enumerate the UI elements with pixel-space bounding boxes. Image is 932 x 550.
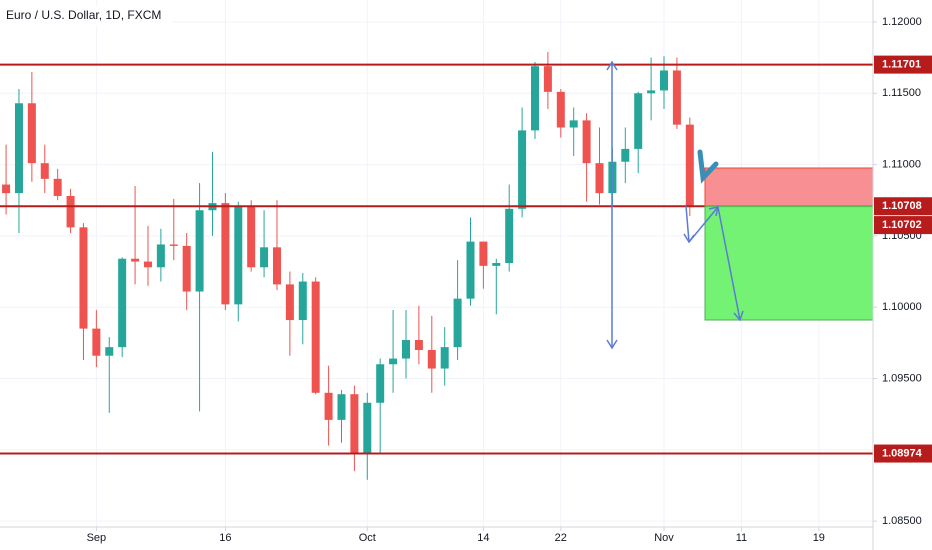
candle-body <box>298 281 307 321</box>
candle-body <box>672 70 681 125</box>
arrow-head <box>606 60 618 71</box>
candle-body <box>221 203 230 305</box>
candle-body <box>543 66 552 92</box>
level-label-bg <box>874 444 932 463</box>
path-arrow <box>688 206 719 243</box>
candle-body <box>427 350 436 369</box>
candle-body <box>595 163 604 194</box>
y-tick-label: 1.08500 <box>882 515 922 527</box>
candle-body <box>247 205 256 268</box>
candle-body <box>556 91 565 128</box>
x-tick-label: Sep <box>87 532 107 544</box>
level-label: 1.08974 <box>882 447 923 459</box>
candle-body <box>337 394 346 420</box>
check-mark <box>697 149 719 184</box>
y-tick-label: 1.11500 <box>882 87 921 99</box>
level-label-bg <box>874 197 932 216</box>
candle-body <box>453 298 462 348</box>
candle-body <box>621 148 630 162</box>
x-tick-label: 22 <box>555 532 567 544</box>
target-zone <box>704 205 874 321</box>
candle-body <box>660 70 669 91</box>
candle-body <box>156 244 165 268</box>
candle-body <box>53 178 62 196</box>
candle-body <box>466 241 475 299</box>
candle-body <box>14 103 23 194</box>
candle-body <box>66 195 75 228</box>
candle-body <box>118 258 127 348</box>
stop-zone <box>704 167 874 207</box>
chart-title: Euro / U.S. Dollar, 1D, FXCM <box>6 8 161 22</box>
x-tick-label: 11 <box>736 532 747 544</box>
candle-body <box>79 227 88 329</box>
last-price-label: 1.10702 <box>882 219 922 231</box>
price-axis <box>873 0 932 550</box>
axes: 1.085001.090001.095001.100001.105001.110… <box>87 16 932 544</box>
arrow-head <box>733 310 744 322</box>
candle-body <box>324 392 333 420</box>
title-bg <box>0 6 172 26</box>
candle-body <box>92 328 101 356</box>
x-tick-label: Nov <box>654 532 674 544</box>
candle-body <box>143 261 152 268</box>
candle-body <box>182 245 191 292</box>
candle-body <box>582 120 591 164</box>
plot <box>0 51 873 480</box>
candle-body <box>363 402 372 453</box>
candle-body <box>518 130 527 209</box>
candle-body <box>440 347 449 369</box>
candle-body <box>105 347 114 356</box>
candle-body <box>2 184 11 194</box>
drawings <box>606 60 874 350</box>
candle-body <box>530 66 539 131</box>
arrow-head <box>606 339 618 350</box>
candle-body <box>376 364 385 403</box>
x-tick-label: 16 <box>219 532 231 544</box>
candle-body <box>401 340 410 359</box>
x-tick-label: 14 <box>477 532 489 544</box>
candle-body <box>350 394 359 453</box>
candle-body <box>169 244 178 246</box>
y-tick-label: 1.12000 <box>882 16 922 28</box>
candle-body <box>234 205 243 305</box>
candle-body <box>569 120 578 128</box>
last-price-bg <box>874 216 932 235</box>
candle-body <box>479 241 488 266</box>
candle-body <box>131 258 140 262</box>
path-arrow <box>717 206 741 321</box>
y-tick-label: 1.11000 <box>882 158 921 170</box>
candle-body <box>414 340 423 351</box>
level-label: 1.11701 <box>882 59 921 71</box>
candle-body <box>505 208 514 264</box>
candle-body <box>389 358 398 365</box>
level-label: 1.10708 <box>882 200 922 212</box>
candle-body <box>260 247 269 268</box>
y-tick-label: 1.09500 <box>882 372 922 384</box>
candle-body <box>195 210 204 292</box>
candle-body <box>685 124 694 208</box>
candle-body <box>634 93 643 149</box>
candle-body <box>311 281 320 393</box>
x-tick-label: Oct <box>359 532 376 544</box>
candle-body <box>40 163 49 179</box>
candle-body <box>492 263 501 266</box>
x-tick-label: 19 <box>813 532 825 544</box>
level-label-bg <box>874 55 932 74</box>
candle-body <box>285 284 294 321</box>
candle-body <box>272 247 281 285</box>
candle-body <box>27 103 36 164</box>
arrows <box>606 60 744 350</box>
path-arrow <box>685 205 690 243</box>
candle-body <box>647 90 656 94</box>
y-tick-label: 1.10000 <box>882 301 922 313</box>
